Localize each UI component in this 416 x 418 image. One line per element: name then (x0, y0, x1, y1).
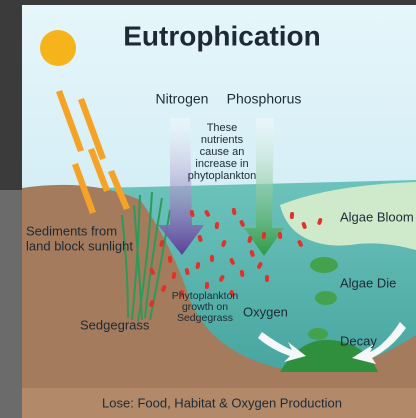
dot (257, 262, 263, 269)
phosphorus-arrow (244, 118, 284, 256)
text-line: phytoplankton (188, 170, 257, 182)
sun (40, 30, 76, 66)
nitrogen-label: Nitrogen (156, 91, 209, 107)
dot (189, 210, 195, 217)
dot (149, 300, 155, 307)
dot (167, 256, 173, 263)
text-line: Sediments from (26, 223, 117, 238)
phytoplankton-dots (149, 208, 323, 307)
text-line: increase in (195, 158, 248, 170)
dot (197, 235, 203, 242)
nitrogen-arrow (158, 118, 204, 255)
dot (265, 275, 269, 282)
dot (277, 232, 283, 239)
dot (214, 222, 220, 229)
dot (229, 258, 235, 265)
text-line: Phytoplankton (172, 290, 239, 302)
dot (204, 282, 210, 289)
text-line: land block sunlight (26, 238, 133, 253)
dot (317, 218, 323, 225)
dot (229, 290, 235, 297)
sedgegrass-plants (121, 191, 171, 323)
dot (221, 240, 227, 247)
text-line: nutrients (201, 134, 244, 146)
text-line: These (207, 122, 238, 134)
oxygen-label: Oxygen (243, 304, 288, 319)
title: Eutrophication (123, 20, 321, 51)
sun-rays (56, 90, 130, 214)
decay-label: Decay (340, 333, 377, 348)
dot (179, 290, 185, 297)
dot (149, 268, 155, 275)
dot (289, 212, 295, 219)
dot (184, 268, 190, 275)
footer-label: Lose: Food, Habitat & Oxygen Production (102, 395, 342, 410)
dot (159, 240, 165, 247)
dot (195, 262, 201, 269)
ground (22, 184, 416, 418)
dot (219, 275, 225, 282)
dot (204, 210, 210, 217)
dot (209, 255, 215, 262)
dying-algae (308, 257, 338, 340)
dot (301, 222, 307, 229)
footer-band (22, 388, 416, 418)
frame-gray (0, 190, 22, 418)
algae-bloom (280, 182, 416, 250)
dot (231, 208, 237, 215)
text-line: Sedgegrass (177, 312, 233, 324)
dot (261, 232, 267, 239)
dot (249, 250, 255, 257)
phosphorus-label: Phosphorus (227, 91, 302, 107)
text-line: growth on (182, 301, 228, 313)
sedgegrass-label: Sedgegrass (80, 317, 150, 332)
dot (171, 272, 177, 279)
dot (161, 285, 167, 292)
decay-mound (280, 339, 378, 372)
decay-arrow-left (258, 332, 306, 362)
dot (297, 240, 303, 247)
decay-arrow-right (352, 322, 406, 364)
dot (247, 236, 253, 243)
algae-die-label: Algae Die (340, 275, 396, 290)
text-line: cause an (200, 146, 245, 158)
dot (239, 270, 245, 277)
algae-bloom-label: Algae Bloom (340, 209, 414, 224)
dot (239, 220, 245, 227)
